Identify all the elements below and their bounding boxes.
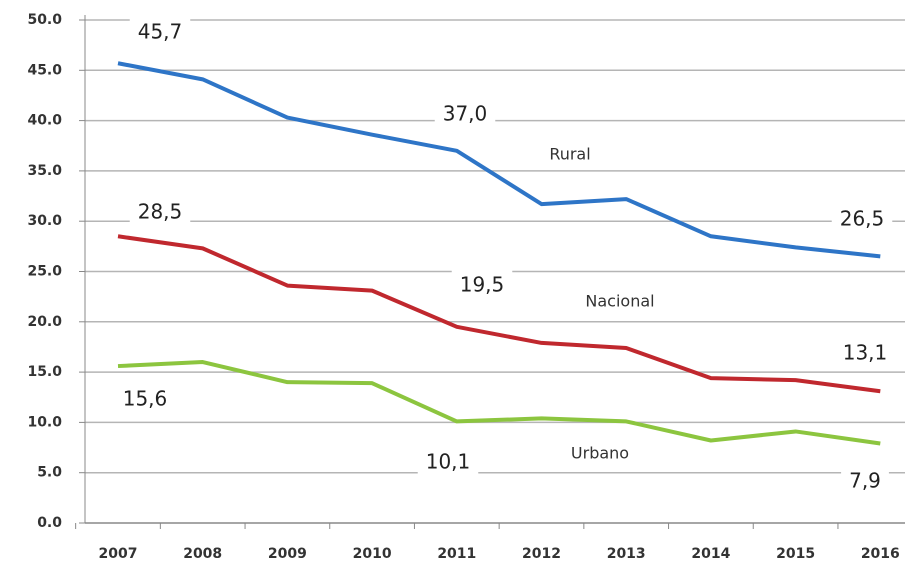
y-tick-label: 50.0 [27, 12, 62, 28]
series-name: Rural [549, 145, 590, 164]
line [117, 61, 881, 259]
x-tick-label: 2015 [776, 546, 815, 562]
y-tick-label: 20.0 [27, 314, 62, 330]
y-tick-label: 40.0 [27, 113, 62, 129]
series-name: Urbano [571, 444, 629, 463]
value-label: 37,0 [443, 102, 488, 126]
x-tick-label: 2010 [353, 546, 392, 562]
x-tick-label: 2013 [607, 546, 646, 562]
value-label-bg [451, 269, 513, 300]
series-name: Nacional [585, 292, 654, 311]
x-tick-label: 2011 [437, 546, 476, 562]
x-tick-label: 2016 [861, 546, 900, 562]
value-label: 15,6 [123, 387, 168, 411]
y-tick-label: 45.0 [27, 62, 62, 78]
value-label: 26,5 [840, 207, 885, 231]
line [117, 234, 881, 394]
value-label-bg [417, 446, 479, 477]
y-tick-label: 30.0 [27, 213, 62, 229]
value-label: 7,9 [849, 469, 881, 493]
x-tick-label: 2009 [268, 546, 307, 562]
value-label: 19,5 [460, 273, 505, 297]
value-label: 10,1 [426, 450, 471, 474]
value-label-bg [831, 203, 893, 234]
series-name-bg [562, 440, 638, 466]
value-label-bg [841, 465, 889, 496]
labels: 45,7 37,0 26,5 Rural 28,5 19,5 13,1 Nacional 15,… [114, 16, 896, 496]
y-tick-label: 0.0 [37, 515, 62, 531]
value-label: 13,1 [843, 341, 888, 365]
y-tick-label: 25.0 [27, 264, 62, 280]
y-tick-label: 10.0 [27, 414, 62, 430]
lines [117, 61, 881, 446]
x-tick-label: 2012 [522, 546, 561, 562]
value-label-bg [129, 16, 191, 47]
value-label-bg [129, 196, 191, 227]
series-name-bg [541, 141, 599, 167]
value-label-bg [834, 337, 896, 368]
value-label-bg [434, 98, 496, 129]
value-label: 28,5 [138, 200, 183, 224]
line [117, 360, 881, 446]
y-tick-label: 5.0 [37, 465, 62, 481]
value-label-bg [114, 383, 176, 414]
x-tick-label: 2014 [691, 546, 730, 562]
series-name-bg [577, 288, 663, 314]
x-tick-label: 2007 [99, 546, 138, 562]
x-tick-label: 2008 [183, 546, 222, 562]
value-label: 45,7 [138, 20, 183, 44]
y-tick-label: 15.0 [27, 364, 62, 380]
y-tick-label: 35.0 [27, 163, 62, 179]
